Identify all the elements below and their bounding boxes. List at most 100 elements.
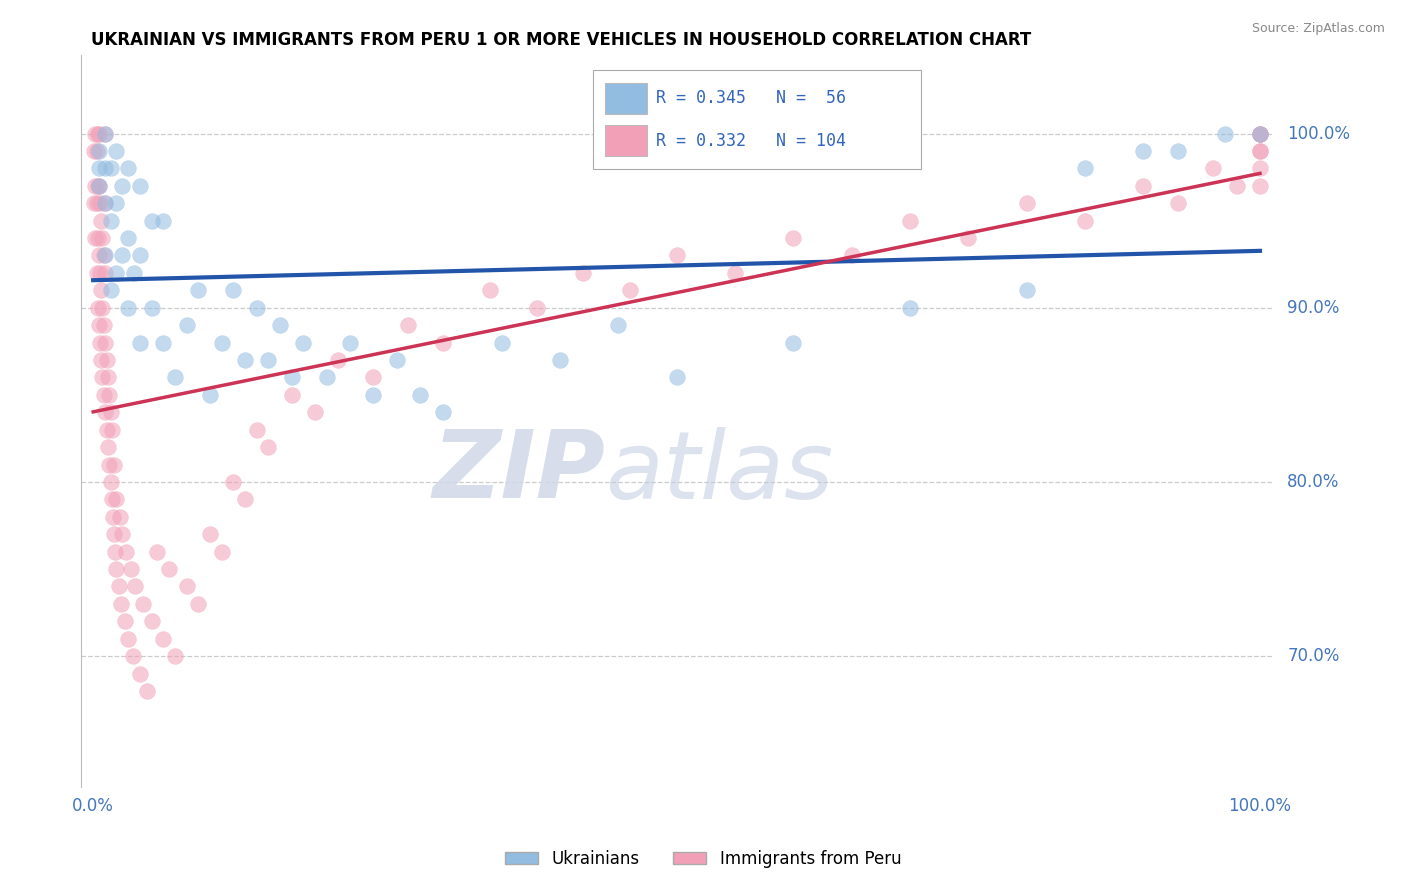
Point [396, 318, 419, 333]
Point [117, 161, 139, 176]
Point [87, 231, 110, 245]
Point [1132, 144, 1154, 158]
Point [280, 370, 302, 384]
Point [87, 161, 110, 176]
Point [128, 248, 150, 262]
Text: 90.0%: 90.0% [1286, 299, 1340, 317]
Point [87, 127, 110, 141]
Point [432, 405, 454, 419]
Point [233, 492, 256, 507]
Point [280, 388, 302, 402]
Point [361, 370, 384, 384]
FancyBboxPatch shape [605, 126, 647, 156]
Point [1249, 127, 1271, 141]
Point [211, 544, 233, 558]
Point [100, 405, 122, 419]
Point [315, 370, 337, 384]
Point [98, 388, 121, 402]
Point [103, 458, 125, 472]
Point [97, 370, 120, 384]
Point [135, 684, 157, 698]
Text: ZIP: ZIP [432, 426, 605, 518]
Point [1249, 127, 1271, 141]
Point [782, 231, 804, 245]
Point [198, 388, 221, 402]
Point [86, 144, 108, 158]
Point [898, 301, 921, 315]
Point [110, 597, 132, 611]
Point [111, 178, 134, 193]
Point [152, 632, 174, 646]
Point [105, 144, 128, 158]
Point [152, 335, 174, 350]
Point [339, 335, 361, 350]
Point [141, 301, 163, 315]
Point [526, 301, 548, 315]
Point [157, 562, 180, 576]
Point [87, 248, 110, 262]
Point [1132, 178, 1154, 193]
Point [105, 266, 128, 280]
Point [163, 370, 186, 384]
Point [257, 353, 280, 368]
Point [1249, 144, 1271, 158]
Point [94, 196, 117, 211]
Point [1249, 127, 1271, 141]
Point [141, 213, 163, 227]
Point [292, 335, 315, 350]
Point [89, 335, 111, 350]
Point [187, 597, 209, 611]
Point [87, 178, 110, 193]
Point [87, 127, 110, 141]
Point [90, 283, 112, 297]
Point [87, 144, 110, 158]
Point [409, 388, 432, 402]
Point [98, 458, 121, 472]
Point [86, 196, 108, 211]
Point [89, 196, 111, 211]
Point [100, 161, 122, 176]
Point [1202, 161, 1225, 176]
Point [619, 283, 641, 297]
Point [90, 353, 112, 368]
Point [328, 353, 350, 368]
Point [111, 527, 134, 541]
Point [96, 353, 118, 368]
Point [91, 231, 114, 245]
Point [87, 301, 110, 315]
Text: 100.0%: 100.0% [1286, 125, 1350, 143]
Point [124, 580, 146, 594]
Point [117, 301, 139, 315]
Point [132, 597, 155, 611]
Point [108, 580, 131, 594]
Point [724, 266, 747, 280]
Point [97, 440, 120, 454]
Point [1167, 144, 1189, 158]
Point [146, 544, 169, 558]
Point [104, 544, 127, 558]
Point [91, 301, 114, 315]
Point [211, 335, 233, 350]
Point [361, 388, 384, 402]
Point [89, 266, 111, 280]
Point [128, 666, 150, 681]
Point [84, 127, 107, 141]
Text: Source: ZipAtlas.com: Source: ZipAtlas.com [1251, 22, 1385, 36]
Point [122, 266, 145, 280]
Point [257, 440, 280, 454]
Point [269, 318, 291, 333]
Point [87, 318, 110, 333]
Point [100, 475, 122, 489]
Point [90, 213, 112, 227]
Point [100, 213, 122, 227]
Point [100, 283, 122, 297]
Point [432, 335, 454, 350]
Point [101, 492, 124, 507]
Point [108, 509, 131, 524]
Point [665, 370, 688, 384]
Point [152, 213, 174, 227]
Point [385, 353, 408, 368]
Point [245, 301, 267, 315]
Point [91, 370, 114, 384]
Point [176, 580, 198, 594]
